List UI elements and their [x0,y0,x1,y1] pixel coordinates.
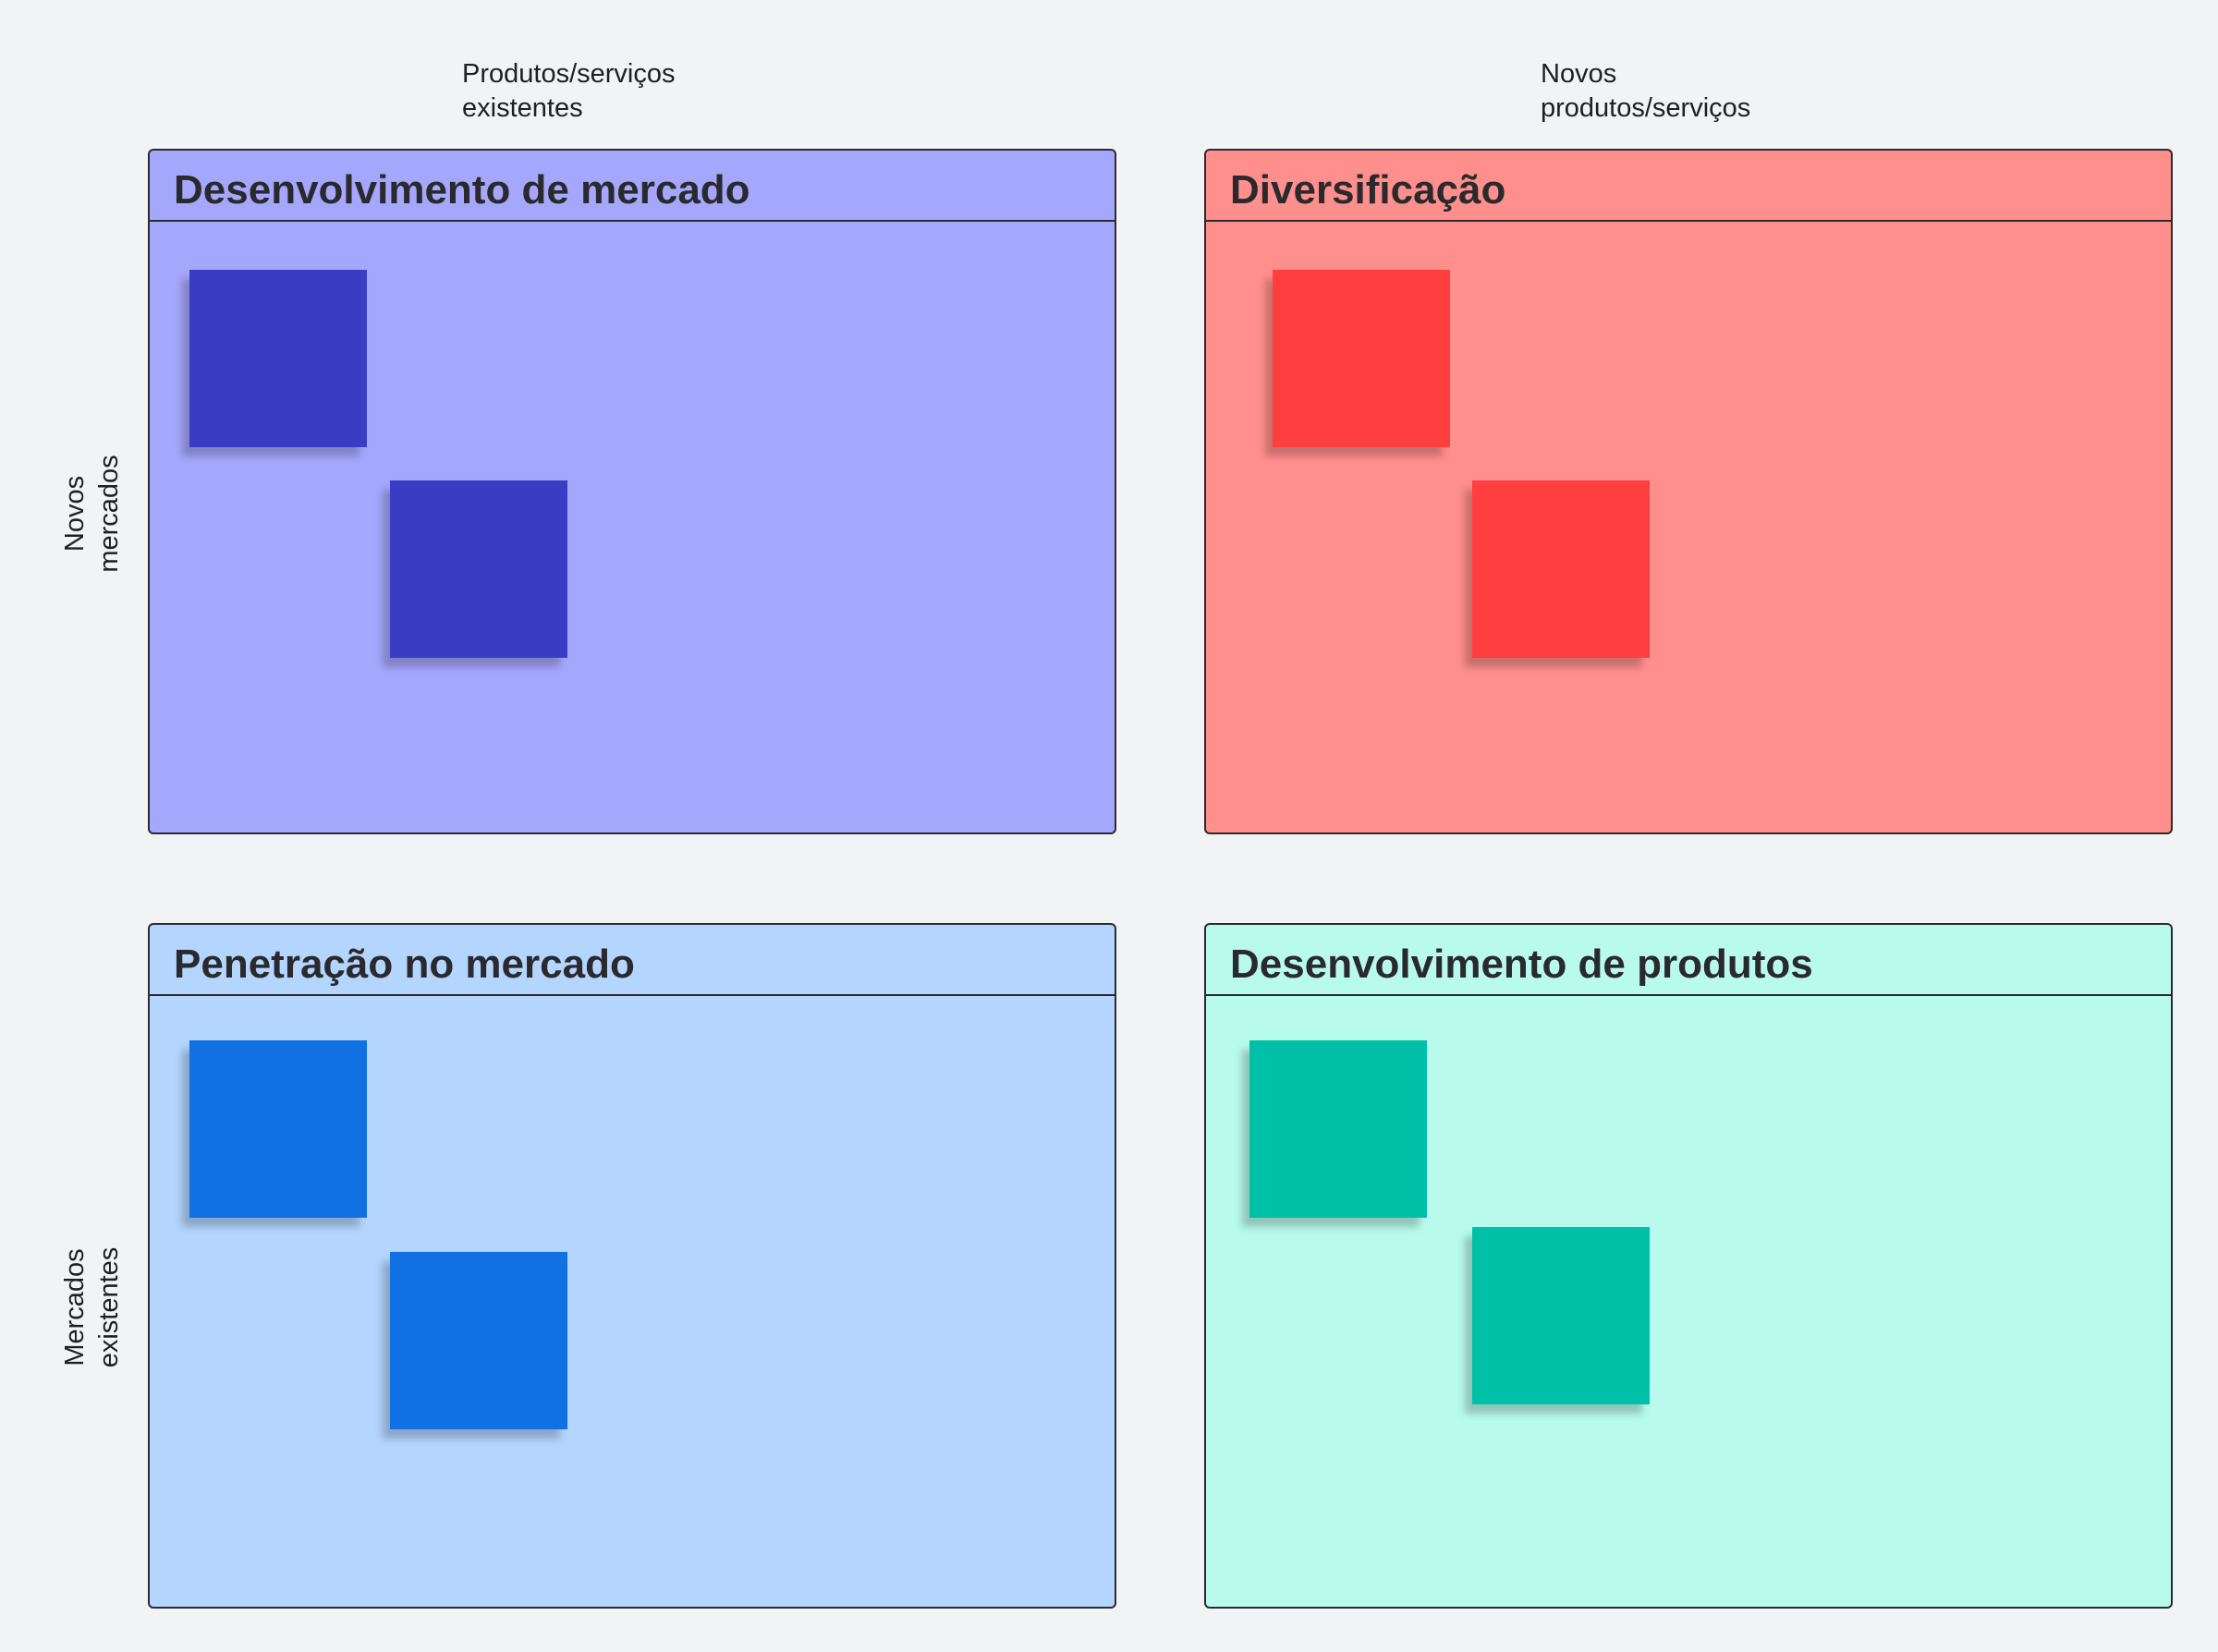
sticky-note[interactable] [1273,270,1450,447]
sticky-note[interactable] [1249,1040,1427,1218]
quadrant-header: Desenvolvimento de produtos [1206,925,2171,996]
quadrant-title: Desenvolvimento de produtos [1230,941,1813,987]
quadrant-market-penetration[interactable]: Penetração no mercado [148,923,1116,1609]
sticky-note[interactable] [390,480,567,658]
quadrant-header: Diversificação [1206,151,2171,222]
quadrant-header: Desenvolvimento de mercado [150,151,1115,222]
sticky-note[interactable] [1472,480,1650,658]
column-label-new-products: Novos produtos/serviços [1541,59,1751,123]
quadrant-market-development[interactable]: Desenvolvimento de mercado [148,149,1116,834]
row-label-existing-markets-text: Mercados existentes [60,1246,124,1368]
sticky-note[interactable] [189,270,367,447]
quadrant-product-development[interactable]: Desenvolvimento de produtos [1204,923,2173,1609]
row-label-new-markets-text: Novos mercados [60,455,124,573]
quadrant-title: Penetração no mercado [174,941,635,987]
quadrant-title: Diversificação [1230,167,1506,213]
sticky-note[interactable] [1472,1227,1650,1404]
sticky-note[interactable] [390,1252,567,1429]
quadrant-header: Penetração no mercado [150,925,1115,996]
column-label-existing-products: Produtos/serviços existentes [462,59,676,123]
quadrant-diversification[interactable]: Diversificação [1204,149,2173,834]
quadrant-title: Desenvolvimento de mercado [174,167,750,213]
sticky-note[interactable] [189,1040,367,1218]
